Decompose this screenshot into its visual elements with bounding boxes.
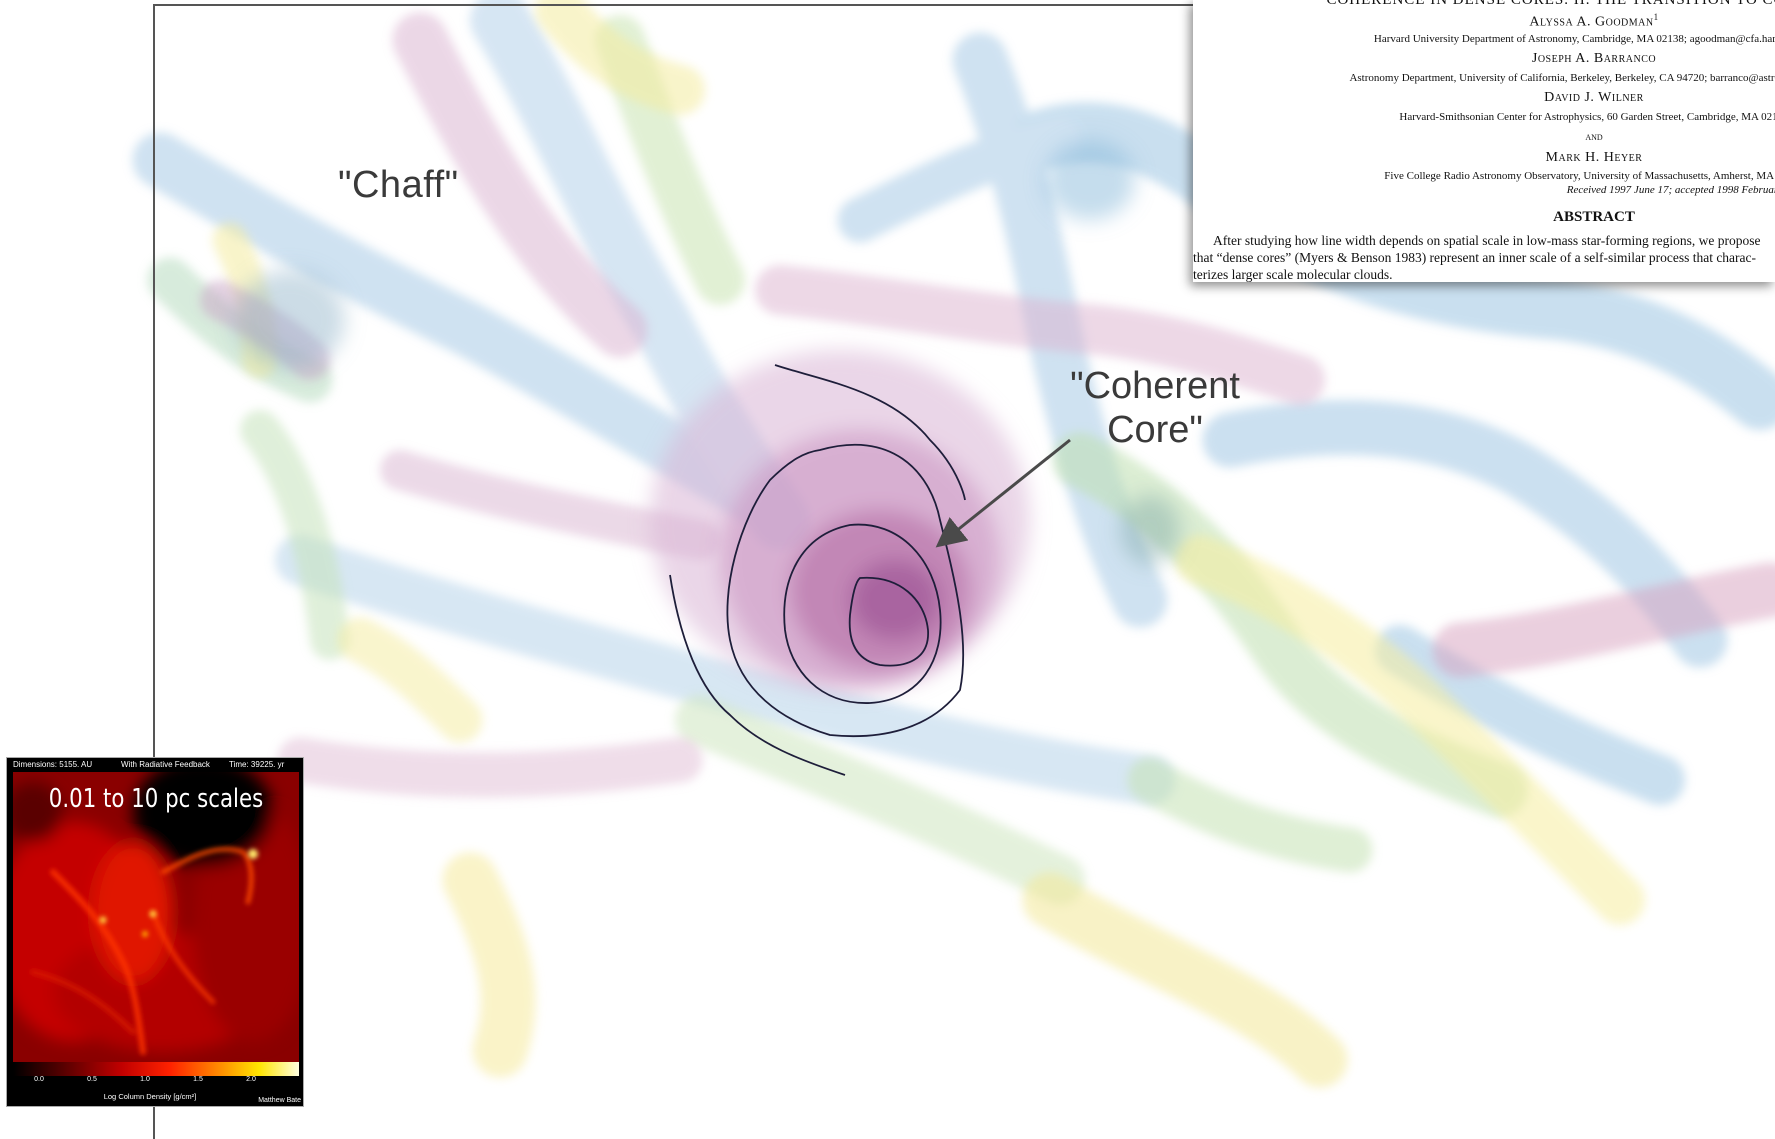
abstract-line: that “dense cores” (Myers & Benson 1983)… <box>1193 250 1757 265</box>
author-affiliation: Five College Radio Astronomy Observatory… <box>1384 170 1775 182</box>
sim-time: Time: 39225. yr <box>229 760 285 769</box>
abstract-line: After studying how line width depends on… <box>1213 233 1761 248</box>
author-name: Joseph A. Barranco <box>1531 51 1657 66</box>
author-affiliation: Harvard University Department of Astrono… <box>1373 33 1775 45</box>
author-affiliation: Harvard-Smithsonian Center for Astrophys… <box>1399 111 1775 123</box>
contour-inner <box>848 576 929 667</box>
central-core-emission <box>235 140 1180 690</box>
colorbar-ticks: 0.0 0.5 1.0 1.5 2.0 <box>13 1076 299 1092</box>
received-dates: Received 1997 June 17; accepted 1998 Feb… <box>1566 184 1775 196</box>
colorbar-axis-label: Log Column Density [g/cm²] <box>103 1092 197 1101</box>
paper-header-excerpt: COHERENCE IN DENSE CORES. II. THE TRANSI… <box>1193 0 1775 282</box>
contour-outer <box>669 364 966 776</box>
sim-feedback: With Radiative Feedback <box>121 760 210 769</box>
colorbar-tick: 1.5 <box>193 1076 203 1083</box>
colorbar-tick: 0.5 <box>87 1076 97 1083</box>
simulation-title: 0.01 to 10 pc scales <box>48 784 264 814</box>
column-density-map <box>13 772 299 1062</box>
simulation-inset: Dimensions: 5155. AU With Radiative Feed… <box>6 757 304 1107</box>
paper-title: COHERENCE IN DENSE CORES. II. THE TRANSI… <box>1326 0 1775 8</box>
abstract-heading: ABSTRACT <box>1553 209 1635 225</box>
contour-2 <box>726 444 965 738</box>
blue-emission-channel <box>132 0 1775 805</box>
coherent-core-label: "Coherent Core" <box>1070 365 1240 451</box>
pointer-arrow <box>935 438 1071 548</box>
contour-3 <box>783 523 942 704</box>
colorbar-tick: 1.0 <box>140 1076 150 1083</box>
author-name: Alyssa A. Goodman1 <box>1529 12 1659 30</box>
author-name: Mark H. Heyer <box>1545 150 1643 165</box>
frame-left-border <box>153 4 155 1139</box>
colorbar <box>13 1062 299 1076</box>
chaff-label: "Chaff" <box>338 164 459 206</box>
and-separator: and <box>1585 131 1603 143</box>
author-affiliation: Astronomy Department, University of Cali… <box>1349 72 1775 84</box>
yellow-emission-channel <box>212 0 1645 1088</box>
frame-top-border <box>153 4 1193 6</box>
simulation-credit: Matthew Bate <box>258 1097 301 1104</box>
simulation-header: Dimensions: 5155. AU With Radiative Feed… <box>7 758 303 772</box>
colorbar-tick: 0.0 <box>34 1076 44 1083</box>
author-name: David J. Wilner <box>1544 90 1644 105</box>
sim-dimensions: Dimensions: 5155. AU <box>13 760 93 769</box>
density-contours <box>669 364 966 776</box>
colorbar-tick: 2.0 <box>246 1076 256 1083</box>
abstract-line: terizes larger scale molecular clouds. <box>1193 267 1393 282</box>
